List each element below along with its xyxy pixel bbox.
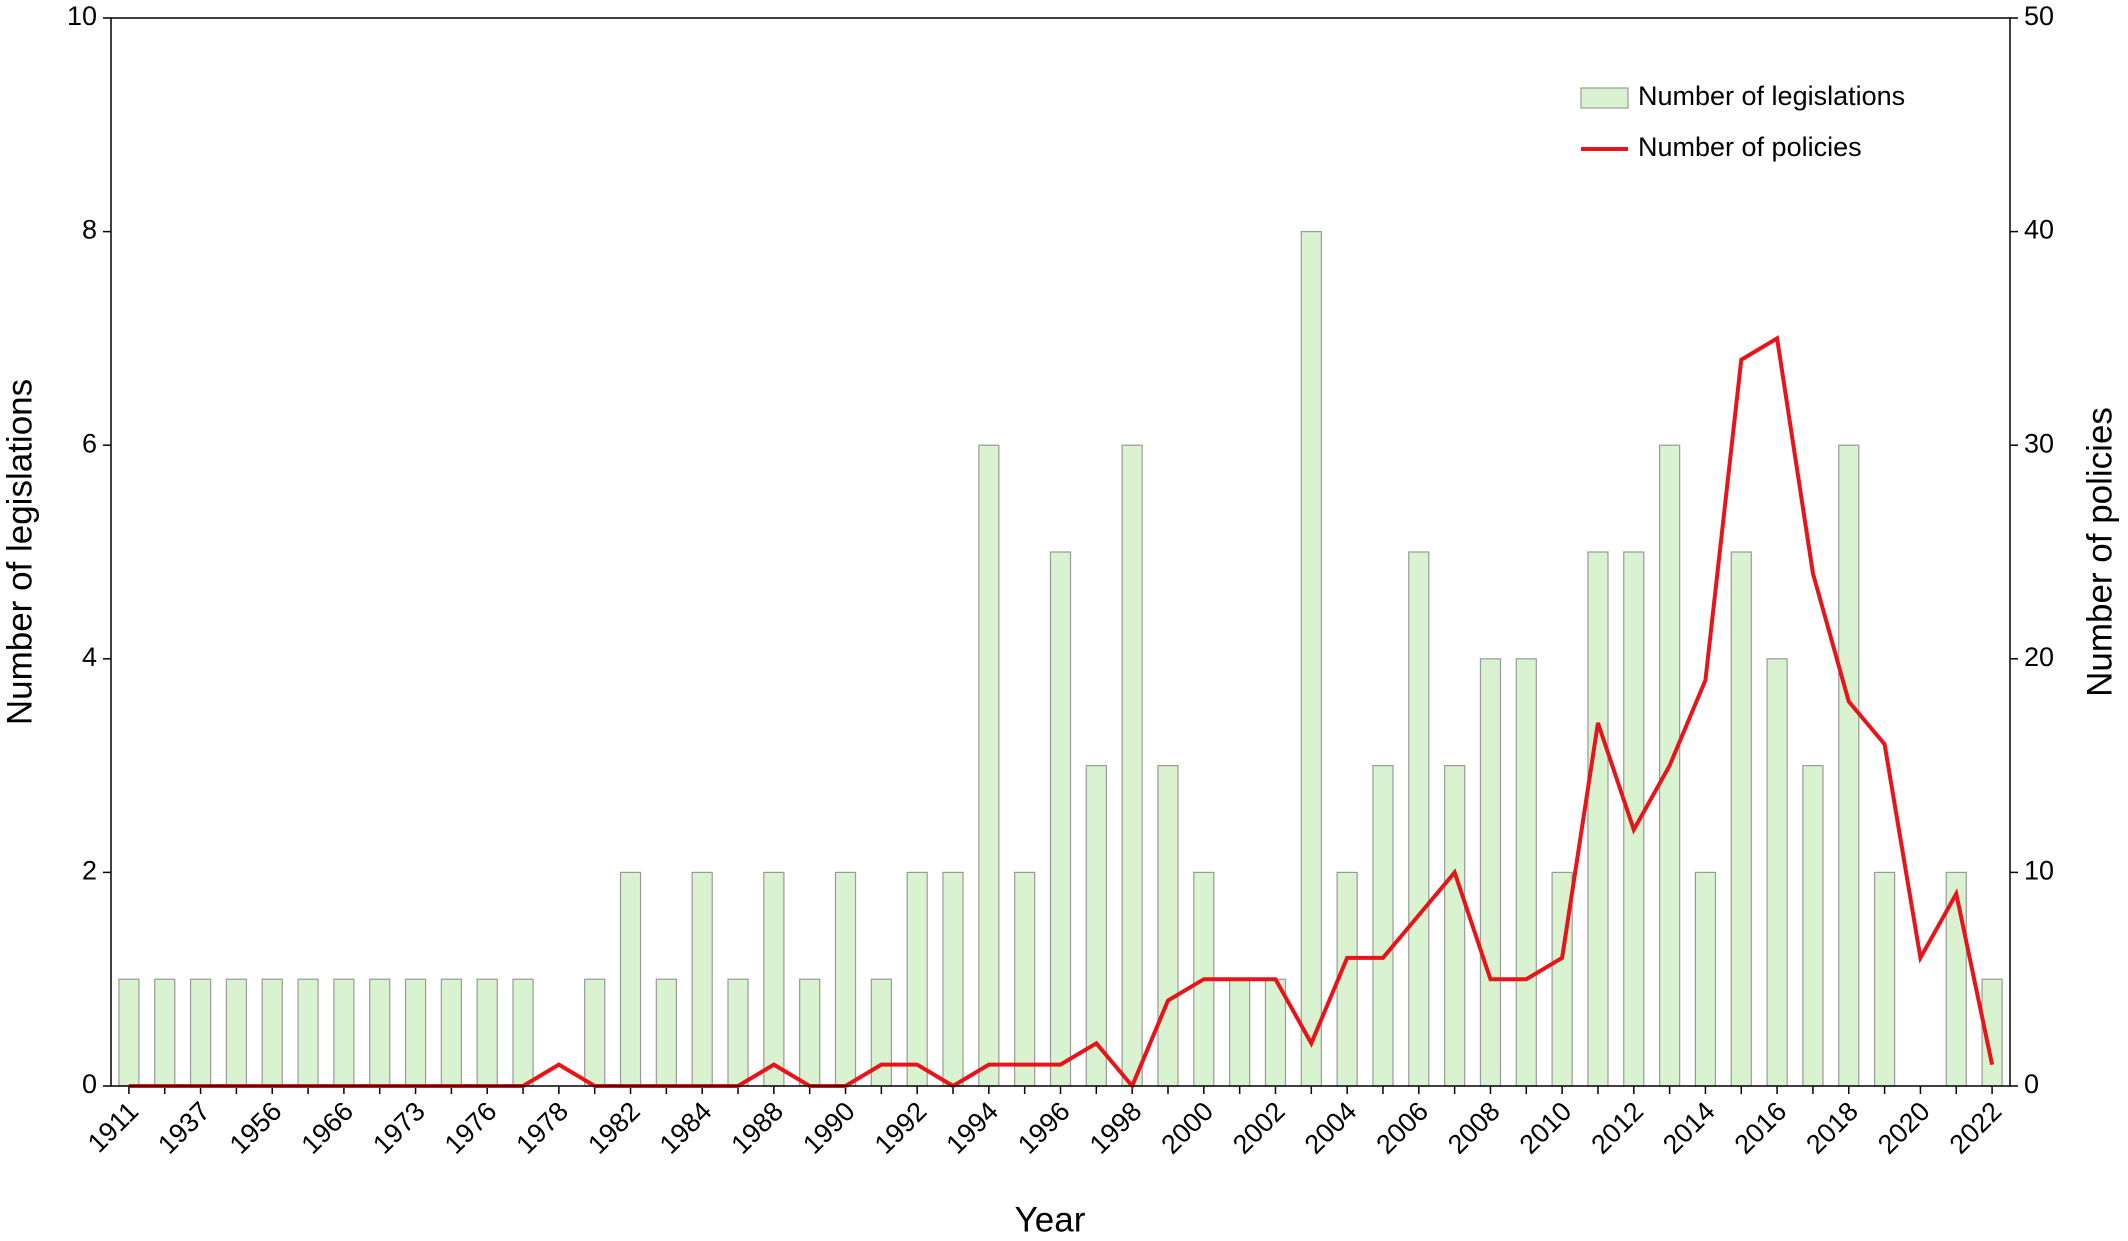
bar: [1014, 871, 1036, 1087]
bar: [404, 978, 427, 1087]
bar: [512, 978, 534, 1087]
x-tick-label: 1988: [725, 1096, 789, 1160]
x-axis-title: Year: [1015, 1200, 1086, 1239]
bar: [1802, 764, 1824, 1087]
bar: [1085, 764, 1107, 1087]
bar: [691, 871, 713, 1087]
x-tick-label: 2002: [1227, 1096, 1291, 1160]
bar: [297, 978, 319, 1087]
x-tick-label: 1966: [295, 1096, 359, 1160]
x-tick-label: 1911: [82, 1096, 144, 1158]
bar: [906, 871, 928, 1087]
bar: [584, 978, 606, 1087]
bar: [189, 978, 212, 1087]
y2-tick-label: 30: [2024, 428, 2054, 458]
x-tick-label: 2004: [1299, 1096, 1363, 1160]
x-tick-label: 1976: [439, 1096, 503, 1160]
bar: [1157, 764, 1179, 1087]
bar: [1873, 871, 1896, 1087]
y2-axis-title: Number of policies: [2080, 407, 2119, 697]
x-tick-label: 1996: [1012, 1096, 1076, 1160]
legend-swatch: [1580, 87, 1629, 109]
bar: [763, 871, 785, 1087]
bar: [440, 978, 463, 1087]
y-tick-label: 8: [82, 215, 97, 245]
bar: [619, 871, 642, 1087]
bar: [154, 978, 176, 1087]
bar: [1300, 231, 1322, 1087]
bar: [942, 871, 964, 1087]
bar: [1372, 764, 1394, 1087]
bar: [834, 871, 857, 1087]
x-tick-label: 1992: [869, 1096, 933, 1160]
x-tick-label: 2012: [1585, 1096, 1649, 1160]
bar: [978, 444, 1000, 1087]
bar: [1443, 764, 1466, 1087]
y-tick-label: 2: [82, 856, 97, 886]
x-tick-label: 2018: [1800, 1096, 1864, 1160]
bar: [118, 978, 140, 1087]
bar: [1766, 658, 1788, 1087]
x-tick-label: 1994: [940, 1096, 1004, 1160]
y2-tick-label: 10: [2024, 856, 2054, 886]
x-tick-label: 1998: [1084, 1096, 1148, 1160]
bar: [1479, 658, 1502, 1087]
bar: [476, 978, 498, 1087]
x-tick-label: 2014: [1657, 1096, 1721, 1160]
x-tick-label: 1984: [654, 1096, 718, 1160]
bar: [727, 978, 749, 1087]
x-tick-label: 2000: [1155, 1096, 1219, 1160]
y-axis-title: Number of legislations: [0, 379, 39, 725]
bar: [1121, 444, 1143, 1087]
y-tick-label: 6: [82, 428, 97, 458]
x-tick-label: 2016: [1729, 1096, 1793, 1160]
y2-tick-label: 0: [2024, 1069, 2039, 1099]
x-tick-label: 2008: [1442, 1096, 1506, 1160]
x-tick-label: 2022: [1944, 1096, 2008, 1160]
legend-label: Number of legislations: [1638, 81, 1905, 111]
bar: [1515, 658, 1537, 1087]
x-tick-label: 1982: [582, 1096, 646, 1160]
bar: [1694, 871, 1717, 1087]
x-tick-label: 2006: [1370, 1096, 1434, 1160]
bar: [1229, 978, 1251, 1087]
bar: [655, 978, 678, 1087]
bar: [799, 978, 821, 1087]
bar: [225, 978, 248, 1087]
y2-tick-label: 50: [2024, 1, 2054, 31]
bar: [333, 978, 355, 1087]
y-tick-label: 0: [82, 1069, 97, 1099]
y-tick-label: 10: [67, 1, 97, 31]
plot-frame: [110, 17, 2011, 1087]
bar: [369, 978, 391, 1087]
bar: [1838, 444, 1860, 1087]
x-tick-label: 1937: [152, 1096, 216, 1160]
y2-tick-label: 20: [2024, 642, 2054, 672]
x-tick-label: 2020: [1872, 1096, 1936, 1160]
x-tick-label: 2010: [1514, 1096, 1578, 1160]
bar: [1049, 551, 1072, 1087]
x-tick-label: 1973: [367, 1096, 431, 1160]
x-tick-label: 1956: [224, 1096, 288, 1160]
bar: [1408, 551, 1430, 1087]
legend-label: Number of policies: [1638, 132, 1862, 162]
bar: [261, 978, 283, 1087]
bar: [1587, 551, 1609, 1087]
bar: [1730, 551, 1752, 1087]
x-tick-label: 1990: [797, 1096, 861, 1160]
y-tick-label: 4: [82, 642, 97, 672]
x-tick-label: 1978: [510, 1096, 574, 1160]
y2-tick-label: 40: [2024, 215, 2054, 245]
